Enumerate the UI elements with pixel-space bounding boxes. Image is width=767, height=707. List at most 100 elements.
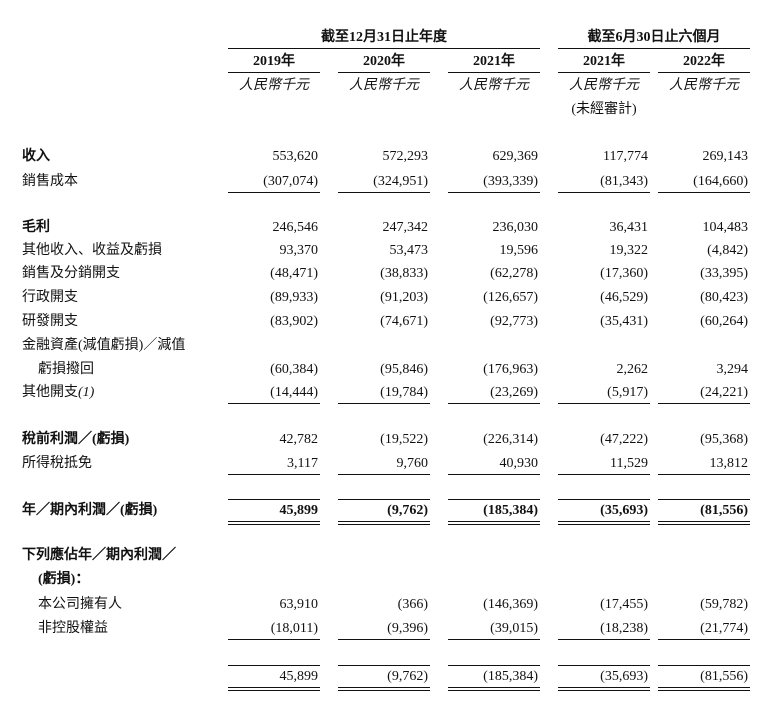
row-label: 銷售成本 (22, 174, 78, 189)
cell-value: (46,529) (600, 290, 648, 305)
cell-value: (74,671) (380, 314, 428, 329)
cell-value: 3,294 (716, 362, 749, 377)
cell-value: (9,762) (387, 669, 428, 684)
cell-value: (81,343) (600, 174, 648, 189)
cell-value: (185,384) (483, 503, 538, 518)
row-label: 所得稅抵免 (22, 456, 92, 471)
cell-rule (338, 499, 430, 500)
row-label: 下列應佔年／期內利潤／ (22, 548, 176, 563)
cell-value: (185,384) (483, 669, 538, 684)
cell-rule (658, 499, 750, 500)
cell-rule (558, 639, 650, 640)
row-label: (虧損)： (38, 572, 90, 587)
group-rule (228, 48, 540, 49)
footnote-ref: (1) (78, 385, 95, 400)
cell-value: 247,342 (382, 220, 429, 235)
cell-double-rule (338, 687, 430, 691)
cell-value: (89,933) (270, 290, 318, 305)
cell-value: (33,395) (700, 266, 748, 281)
cell-rule (558, 665, 650, 666)
cell-value: 63,910 (279, 597, 319, 612)
cell-value: 40,930 (499, 456, 539, 471)
year-rule (658, 72, 750, 73)
cell-value: (81,556) (700, 503, 748, 518)
column-note: (未經審計) (571, 102, 637, 117)
cell-value: (60,264) (700, 314, 748, 329)
cell-rule (228, 192, 320, 193)
cell-rule (228, 639, 320, 640)
cell-value: 104,483 (702, 220, 749, 235)
cell-value: (17,455) (600, 597, 648, 612)
cell-double-rule (448, 521, 540, 525)
column-year: 2021年 (473, 54, 515, 69)
cell-rule (558, 403, 650, 404)
cell-value: (17,360) (600, 266, 648, 281)
cell-value: (19,522) (380, 432, 428, 447)
row-label: 非控股權益 (38, 621, 108, 636)
cell-value: (35,693) (600, 503, 648, 518)
cell-value: (393,339) (483, 174, 538, 189)
row-label: 研發開支 (22, 314, 78, 329)
cell-value: (4,842) (707, 243, 748, 258)
row-label: 稅前利潤／(虧損) (22, 432, 130, 447)
cell-value: (126,657) (483, 290, 538, 305)
cell-value: 2,262 (616, 362, 649, 377)
row-label: 其他收入、收益及虧損 (22, 243, 162, 258)
cell-rule (338, 403, 430, 404)
cell-value: 42,782 (279, 432, 319, 447)
cell-value: 572,293 (382, 149, 429, 164)
cell-value: (80,423) (700, 290, 748, 305)
cell-rule (448, 474, 540, 475)
cell-value: (83,902) (270, 314, 318, 329)
cell-value: (324,951) (373, 174, 428, 189)
column-unit: 人民幣千元 (459, 78, 529, 93)
cell-value: (91,203) (380, 290, 428, 305)
cell-value: 9,760 (396, 456, 429, 471)
cell-value: (92,773) (490, 314, 538, 329)
cell-value: 13,812 (709, 456, 749, 471)
cell-value: 3,117 (287, 456, 318, 471)
cell-value: (81,556) (700, 669, 748, 684)
cell-value: (35,693) (600, 669, 648, 684)
column-year: 2022年 (683, 54, 725, 69)
cell-rule (558, 474, 650, 475)
cell-value: 19,596 (499, 243, 539, 258)
cell-rule (228, 499, 320, 500)
cell-value: 45,899 (279, 503, 319, 518)
cell-value: 629,369 (492, 149, 539, 164)
cell-value: (60,384) (270, 362, 318, 377)
cell-value: 93,370 (279, 243, 319, 258)
cell-value: (59,782) (700, 597, 748, 612)
cell-value: (307,074) (263, 174, 318, 189)
cell-rule (448, 192, 540, 193)
row-label: 本公司擁有人 (38, 597, 122, 612)
cell-value: (18,238) (600, 621, 648, 636)
column-year: 2019年 (253, 54, 295, 69)
cell-value: 11,529 (610, 456, 648, 471)
cell-rule (228, 665, 320, 666)
cell-value: (146,369) (483, 597, 538, 612)
column-unit: 人民幣千元 (669, 78, 739, 93)
column-year: 2021年 (583, 54, 625, 69)
row-label: 毛利 (22, 220, 50, 235)
cell-value: (5,917) (607, 385, 648, 400)
cell-rule (228, 403, 320, 404)
cell-rule (658, 474, 750, 475)
cell-double-rule (658, 687, 750, 691)
cell-value: (23,269) (490, 385, 538, 400)
cell-value: 117,774 (603, 149, 648, 164)
cell-rule (448, 665, 540, 666)
cell-rule (228, 474, 320, 475)
cell-value: (9,762) (387, 503, 428, 518)
cell-value: (18,011) (270, 621, 318, 636)
cell-value: 19,322 (609, 243, 649, 258)
cell-rule (558, 192, 650, 193)
cell-double-rule (658, 521, 750, 525)
cell-value: (48,471) (270, 266, 318, 281)
cell-rule (448, 639, 540, 640)
cell-double-rule (338, 521, 430, 525)
cell-value: (62,278) (490, 266, 538, 281)
cell-value: 246,546 (272, 220, 319, 235)
cell-rule (338, 639, 430, 640)
